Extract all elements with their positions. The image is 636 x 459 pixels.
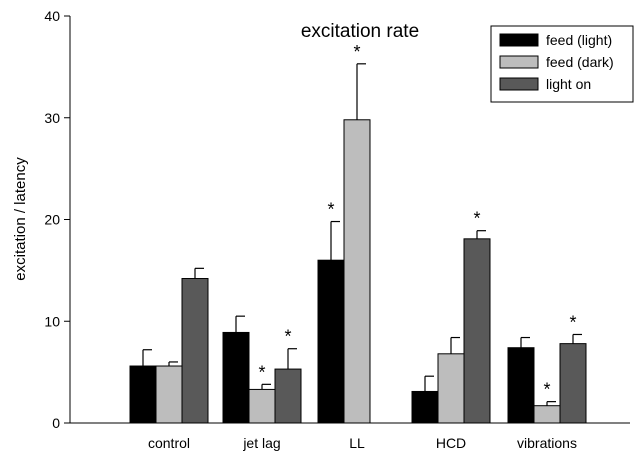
bar [437,353,465,424]
legend-label: feed (light) [546,32,612,48]
bar [463,238,491,424]
bar [507,347,535,424]
significance-marker: * [473,209,480,229]
bar [222,331,250,424]
legend-swatch [499,77,539,91]
bar [317,259,345,424]
bar [559,343,587,424]
legend-label: light on [546,76,591,92]
bar [343,119,371,424]
x-tick-labels: control jet lag LL HCD vibrations [148,435,577,451]
y-ticks: 0 10 20 30 40 [44,8,70,431]
bar [155,365,183,424]
y-axis-label: excitation / latency [12,157,29,281]
significance-marker: * [258,362,265,382]
bar [129,365,157,424]
significance-marker: * [327,200,334,220]
y-tick-label: 10 [44,313,60,329]
y-tick-label: 20 [44,212,60,228]
bar [274,368,302,424]
bar [533,405,561,424]
x-tick-label: vibrations [517,435,577,451]
y-tick-label: 0 [52,415,60,431]
bar [248,388,276,424]
legend-swatch [499,33,539,47]
chart-title: excitation rate [301,21,419,42]
x-tick-label: HCD [436,435,466,451]
bars: * * * * * * * [129,42,587,424]
x-tick-label: jet lag [242,435,280,451]
legend-swatch [499,55,539,69]
bar [411,390,439,424]
legend-label: feed (dark) [546,54,614,70]
bar [181,278,209,424]
significance-marker: * [543,380,550,400]
significance-marker: * [353,42,360,62]
significance-marker: * [569,312,576,332]
y-tick-label: 40 [44,8,60,24]
significance-marker: * [284,327,291,347]
y-tick-label: 30 [44,110,60,126]
x-tick-label: control [148,435,190,451]
legend: feed (light) feed (dark) light on [490,25,634,103]
x-tick-label: LL [349,435,365,451]
